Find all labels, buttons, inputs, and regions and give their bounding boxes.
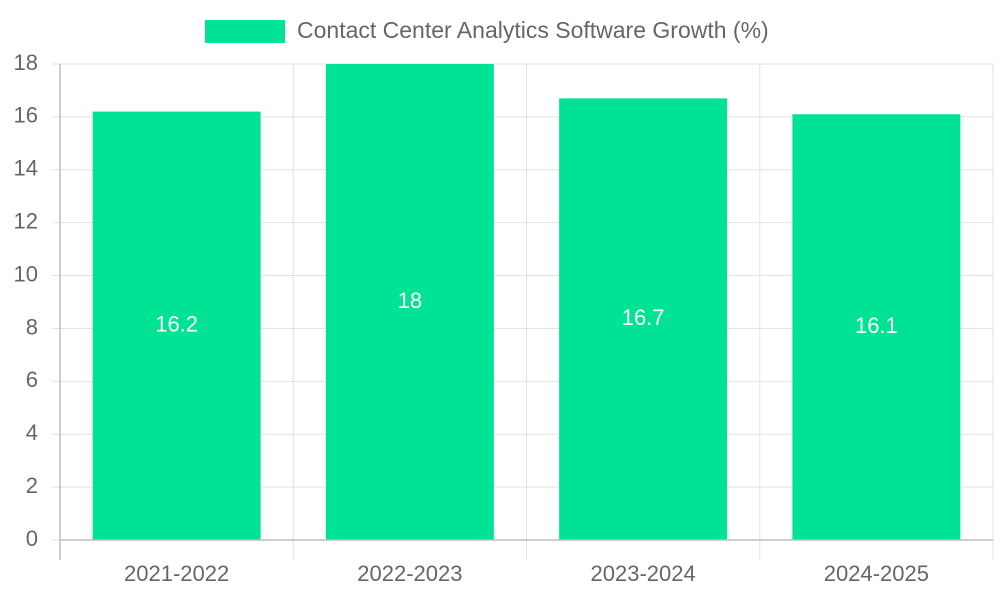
bar-2021-2022[interactable]: [92, 111, 261, 540]
axis-layer: 0 2 4 6 8 10 12 14 16 18 2021-2022 2022-2023 2023-20…: [14, 50, 993, 586]
data-label: 16.1: [855, 313, 898, 338]
bar-2023-2024[interactable]: [559, 98, 728, 540]
data-label: 16.2: [155, 312, 198, 337]
y-tick-label: 8: [26, 314, 38, 339]
bar-2024-2025[interactable]: [792, 114, 961, 540]
legend-swatch[interactable]: [205, 20, 285, 43]
legend[interactable]: Contact Center Analytics Software Growth…: [205, 17, 769, 43]
y-tick-label: 0: [26, 526, 38, 551]
data-label: 16.7: [622, 305, 665, 330]
x-tick-label: 2022-2023: [357, 561, 462, 586]
data-label: 18: [398, 288, 422, 313]
y-tick-label: 12: [14, 208, 38, 233]
y-tick-label: 16: [14, 103, 38, 128]
bar-2022-2023[interactable]: [325, 64, 494, 540]
y-tick-label: 10: [14, 261, 38, 286]
x-tick-label: 2024-2025: [824, 561, 929, 586]
y-tick-label: 6: [26, 367, 38, 392]
legend-label[interactable]: Contact Center Analytics Software Growth…: [297, 17, 769, 43]
y-tick-label: 2: [26, 473, 38, 498]
y-tick-label: 18: [14, 50, 38, 75]
x-tick-label: 2021-2022: [124, 561, 229, 586]
bar-layer: 16.2 18 16.7 16.1: [92, 64, 961, 540]
y-tick-label: 4: [26, 420, 38, 445]
y-tick-label: 14: [14, 156, 38, 181]
x-tick-label: 2023-2024: [591, 561, 696, 586]
